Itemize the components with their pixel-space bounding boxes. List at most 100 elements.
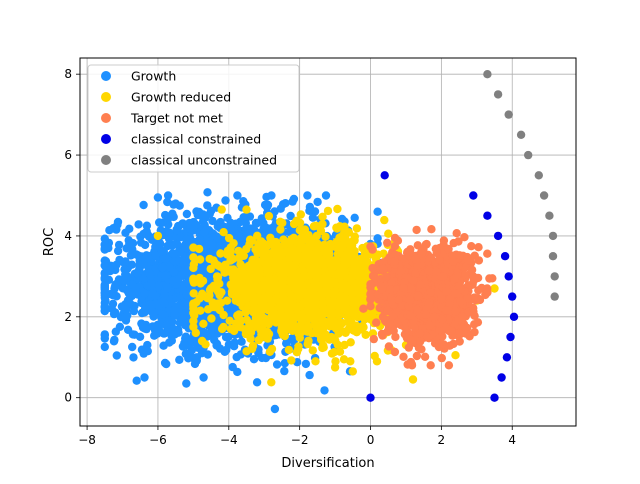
data-point	[331, 309, 339, 317]
data-point	[203, 188, 211, 196]
data-point	[258, 354, 266, 362]
data-point	[249, 342, 257, 350]
data-point	[161, 359, 169, 367]
data-point	[174, 241, 182, 249]
data-point	[247, 269, 255, 277]
data-point	[329, 278, 337, 286]
data-point	[160, 329, 168, 337]
data-point	[219, 264, 227, 272]
data-point	[195, 245, 203, 253]
data-point	[324, 207, 332, 215]
data-point	[225, 234, 233, 242]
data-point	[303, 191, 311, 199]
data-point	[371, 352, 379, 360]
data-point	[182, 291, 190, 299]
data-point	[336, 297, 344, 305]
data-point	[142, 228, 150, 236]
data-point	[209, 256, 217, 264]
data-point	[101, 270, 109, 278]
data-point	[162, 322, 170, 330]
data-point	[334, 321, 342, 329]
data-point	[265, 212, 273, 220]
data-point	[348, 290, 356, 298]
data-point	[145, 269, 153, 277]
data-point	[233, 191, 241, 199]
data-point	[169, 277, 177, 285]
data-point	[140, 289, 148, 297]
data-point	[105, 226, 113, 234]
data-point	[216, 291, 224, 299]
data-point	[216, 249, 224, 257]
data-point	[287, 356, 295, 364]
data-point	[350, 308, 358, 316]
data-point	[304, 231, 312, 239]
data-point	[330, 348, 338, 356]
data-point	[262, 243, 270, 251]
data-point	[266, 303, 274, 311]
data-point	[380, 216, 388, 224]
data-point	[349, 367, 357, 375]
data-point	[297, 210, 305, 218]
data-point	[131, 284, 139, 292]
data-point	[318, 299, 326, 307]
data-point	[161, 254, 169, 262]
data-point	[170, 250, 178, 258]
data-point	[271, 405, 279, 413]
data-point	[305, 207, 313, 215]
data-point	[202, 293, 210, 301]
data-point	[278, 219, 286, 227]
data-point	[282, 247, 290, 255]
data-point	[342, 283, 350, 291]
data-point	[200, 228, 208, 236]
data-point	[311, 283, 319, 291]
data-point	[319, 341, 327, 349]
data-point	[326, 240, 334, 248]
data-point	[383, 239, 391, 247]
data-point	[233, 353, 241, 361]
data-point	[313, 198, 321, 206]
data-point	[451, 351, 459, 359]
data-point	[310, 262, 318, 270]
data-point	[270, 275, 278, 283]
data-point	[302, 360, 310, 368]
data-point	[151, 326, 159, 334]
data-point	[311, 357, 319, 365]
data-point	[119, 284, 127, 292]
data-point	[101, 289, 109, 297]
data-point	[288, 197, 296, 205]
data-point	[345, 228, 353, 236]
data-point	[332, 224, 340, 232]
data-point	[168, 331, 176, 339]
data-point	[190, 276, 198, 284]
data-point	[234, 247, 242, 255]
data-point	[237, 297, 245, 305]
data-point	[141, 308, 149, 316]
data-point	[231, 338, 239, 346]
data-point	[254, 248, 262, 256]
data-point	[264, 201, 272, 209]
data-point	[311, 302, 319, 310]
data-point	[154, 193, 162, 201]
data-point	[296, 334, 304, 342]
data-point	[303, 323, 311, 331]
data-point	[104, 244, 112, 252]
data-point	[224, 248, 232, 256]
data-point	[112, 328, 120, 336]
data-point	[208, 324, 216, 332]
data-point	[113, 221, 121, 229]
data-point	[160, 299, 168, 307]
data-point	[351, 214, 359, 222]
data-point	[293, 272, 301, 280]
data-point	[143, 341, 151, 349]
data-point	[248, 237, 256, 245]
data-point	[112, 261, 120, 269]
data-point	[148, 308, 156, 316]
data-point	[339, 241, 347, 249]
data-point	[210, 336, 218, 344]
data-point	[490, 284, 498, 292]
data-point	[308, 293, 316, 301]
data-point	[305, 248, 313, 256]
data-point	[235, 233, 243, 241]
data-point	[250, 355, 258, 363]
data-point	[309, 346, 317, 354]
